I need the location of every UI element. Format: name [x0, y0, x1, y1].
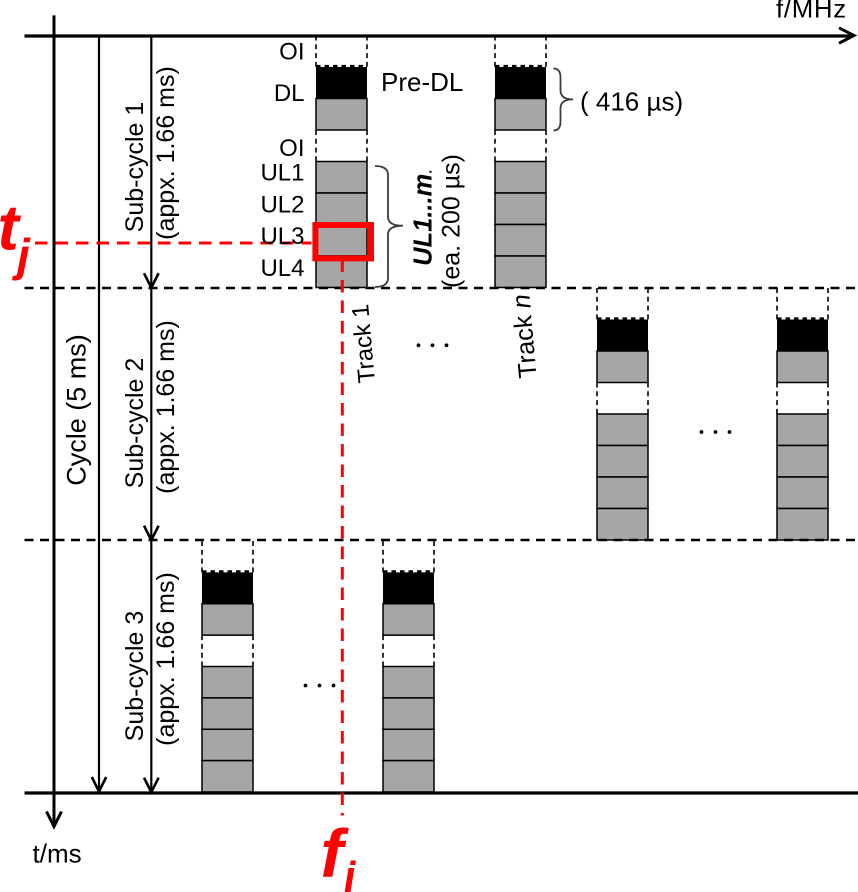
- svg-text:Pre-DL: Pre-DL: [381, 67, 463, 97]
- svg-text:UL4: UL4: [260, 255, 304, 282]
- svg-text:t/ms: t/ms: [33, 839, 82, 869]
- svg-text:UL1...m.: UL1...m.: [410, 168, 438, 266]
- svg-text:Sub-cycle 1: Sub-cycle 1: [121, 102, 149, 233]
- svg-text:OI: OI: [279, 135, 304, 162]
- svg-text:UL1: UL1: [260, 160, 304, 187]
- svg-text:j: j: [12, 229, 31, 281]
- svg-text:Sub-cycle 3: Sub-cycle 3: [121, 611, 149, 742]
- svg-text:Sub-cycle 2: Sub-cycle 2: [121, 358, 149, 489]
- svg-text:UL2: UL2: [260, 191, 304, 218]
- svg-text:Track 1: Track 1: [347, 303, 381, 384]
- svg-text:f: f: [321, 816, 350, 892]
- svg-text:(appx. 1.66 ms): (appx. 1.66 ms): [152, 66, 180, 240]
- svg-text:(ea. 200 µs): (ea. 200 µs): [438, 154, 466, 288]
- svg-text:f/MHz: f/MHz: [776, 0, 847, 24]
- svg-text:OI: OI: [279, 39, 304, 66]
- svg-text:DL: DL: [274, 80, 305, 107]
- svg-text:(appx. 1.66 ms): (appx. 1.66 ms): [152, 320, 180, 494]
- svg-text:Track n: Track n: [507, 293, 542, 379]
- svg-text:( 416 µs): ( 416 µs): [580, 86, 683, 116]
- svg-text:UL3: UL3: [260, 223, 304, 250]
- svg-text:Cycle (5 ms): Cycle (5 ms): [62, 334, 92, 486]
- svg-text:(appx. 1.66 ms): (appx. 1.66 ms): [152, 572, 180, 746]
- svg-text:t: t: [0, 192, 22, 264]
